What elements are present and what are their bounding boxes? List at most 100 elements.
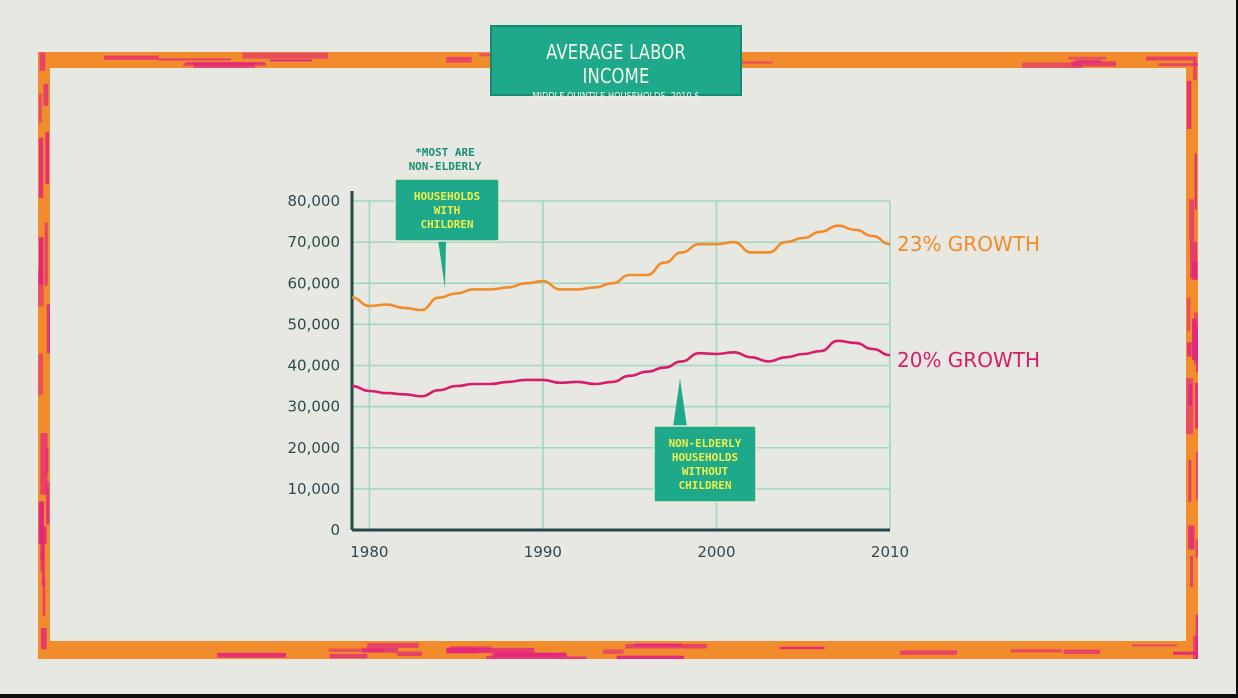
frame-stroke [603, 649, 624, 654]
frame-stroke [1194, 153, 1197, 210]
frame-stroke [492, 653, 567, 658]
y-tick-label: 10,000 [288, 480, 341, 498]
frame-stroke [328, 648, 385, 652]
callout-without-children-text: HOUSEHOLDS [672, 451, 738, 464]
frame-stroke [1195, 451, 1198, 500]
frame-stroke [625, 644, 707, 649]
chart-title: AVERAGE LABOR INCOME [546, 40, 686, 88]
frame-stroke [1190, 555, 1194, 588]
axes [350, 191, 890, 532]
chart-subtitle: MIDDLE QUINTILE HOUSEHOLDS, 2010 $ [532, 91, 700, 102]
frame-stroke [1190, 241, 1197, 279]
frame-stroke [1186, 378, 1194, 435]
callout-with-children-text: WITH [434, 204, 461, 217]
frame-stroke [397, 651, 422, 657]
frame-stroke [1022, 62, 1082, 69]
frame-stroke [1195, 539, 1198, 558]
frame-stroke [1071, 61, 1117, 67]
frame-stroke [270, 59, 313, 62]
series-line-no-children [351, 339, 891, 398]
y-tick-label: 40,000 [288, 357, 341, 375]
frame-stroke [446, 56, 472, 63]
frame-stroke [1193, 635, 1198, 659]
y-tick-label: 20,000 [288, 439, 341, 457]
frame-stroke [718, 61, 773, 64]
frame-stroke [1193, 312, 1198, 365]
frame-stroke [39, 52, 46, 71]
frame-stroke [1010, 649, 1062, 653]
frame-stroke [329, 653, 368, 659]
callout-without-children-text: WITHOUT [682, 465, 729, 478]
frame-stroke [38, 270, 44, 307]
frame-stroke [38, 137, 44, 198]
frame-stroke [157, 58, 231, 61]
frame-stroke [1188, 459, 1192, 502]
frame-stroke [103, 55, 159, 60]
frame-stroke [1186, 80, 1192, 129]
growth-label-children: 23% GROWTH [897, 232, 1040, 256]
frame-stroke [553, 656, 587, 659]
growth-label-no-children: 20% GROWTH [897, 348, 1040, 372]
series-lines [351, 224, 891, 398]
note-text: NON-ELDERLY [409, 160, 482, 173]
frame-stroke [46, 304, 52, 354]
note-text: *MOST ARE [415, 146, 475, 159]
frame-stroke [40, 556, 44, 572]
frame-stroke [45, 481, 50, 525]
frame-stroke [1158, 63, 1198, 67]
frame-stroke [39, 251, 43, 283]
frame-stroke [616, 655, 685, 659]
frame-stroke [1132, 644, 1177, 647]
frame-stroke [43, 83, 49, 106]
callout-without-children-box [653, 425, 757, 503]
x-tick-label: 1980 [350, 543, 388, 561]
frame-stroke [42, 577, 46, 617]
series-line-children [351, 224, 891, 312]
frame-stroke [486, 655, 555, 659]
x-tick-label: 1990 [524, 543, 562, 561]
callout-with-children-text: CHILDREN [421, 218, 474, 231]
callout-with-children-box [394, 178, 500, 242]
frame-stroke [361, 647, 398, 653]
frame-stroke [1068, 56, 1106, 60]
grid [352, 200, 891, 530]
painted-frame [38, 52, 1198, 659]
frame-stroke [1191, 261, 1198, 281]
labels: 0 10,000 20,000 30,000 40,000 50,000 60,000 70,… [288, 192, 1040, 561]
callout-with-children-tail [438, 240, 446, 288]
callout-without-children-tail [673, 379, 687, 427]
x-tick-label: 2000 [697, 543, 735, 561]
frame-stroke [1188, 525, 1195, 550]
y-tick-label: 60,000 [288, 274, 341, 292]
frame-stroke [1193, 60, 1197, 81]
frame-stroke [38, 502, 44, 544]
y-tick-label: 70,000 [288, 233, 341, 251]
callout-without-children-text: NON-ELDERLY [669, 437, 742, 450]
frame-stroke [1075, 60, 1102, 63]
frame-stroke [44, 222, 48, 286]
callout-with-children-text: HOUSEHOLDS [414, 190, 480, 203]
frame-stroke [40, 433, 48, 495]
frame-stroke [45, 132, 49, 185]
frame-inner [50, 68, 1186, 641]
frame-stroke [367, 643, 419, 648]
frame-stroke [1195, 382, 1198, 429]
frame-stroke [41, 532, 45, 586]
callouts: *MOST ARENON-ELDERLYHOUSEHOLDSWITHCHILDR… [394, 146, 757, 503]
frame-stroke [634, 643, 682, 647]
frame-stroke [38, 93, 42, 123]
frame-stroke [1187, 297, 1191, 332]
frame-stroke [1189, 199, 1195, 242]
y-tick-label: 80,000 [288, 192, 341, 210]
frame-stroke [217, 652, 286, 658]
y-tick-label: 0 [330, 521, 340, 539]
frame-stroke [446, 647, 535, 654]
frame-stroke [1187, 342, 1192, 357]
title-box: AVERAGE LABOR INCOME MIDDLE QUINTILE HOU… [490, 25, 742, 102]
frame-stroke [242, 52, 329, 59]
frame-stroke [779, 646, 825, 650]
x-tick-label: 2010 [871, 543, 909, 561]
frame-stroke [41, 628, 47, 650]
